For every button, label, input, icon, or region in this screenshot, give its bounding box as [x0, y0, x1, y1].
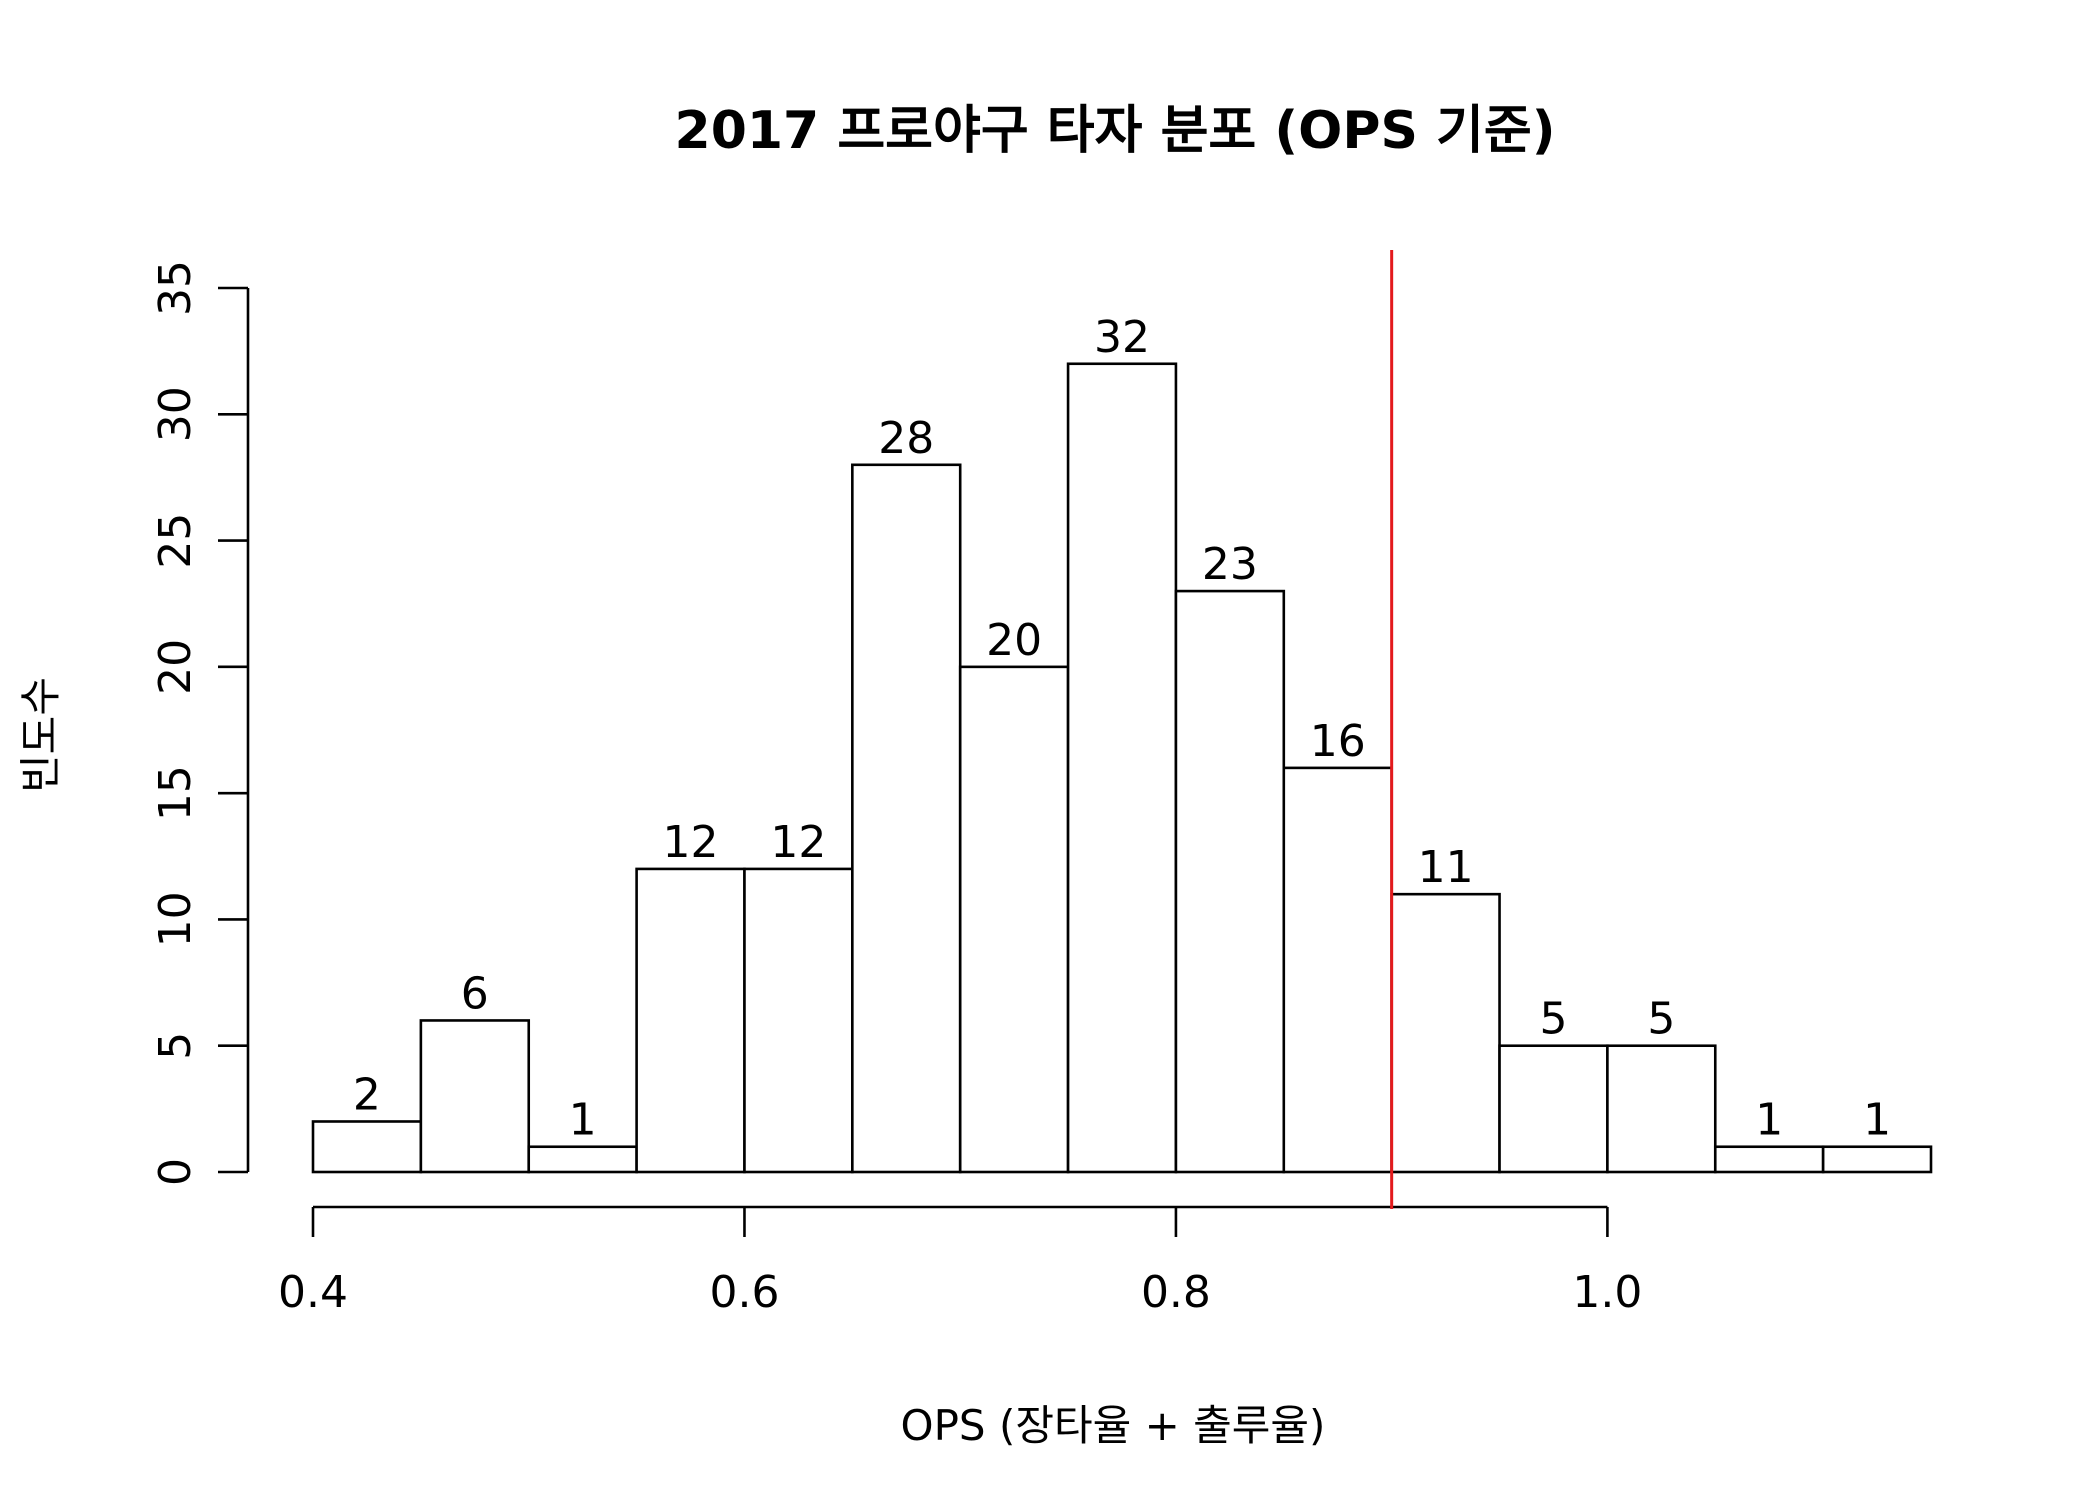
bar-value-label: 20 — [986, 615, 1042, 666]
histogram-bar — [419, 1019, 531, 1174]
histogram-bar — [1606, 1044, 1717, 1174]
x-axis: 0.4 0.6 0.8 1.0 — [278, 1205, 1642, 1318]
bar-value-label: 32 — [1094, 312, 1150, 363]
bar-value-label: 1 — [1755, 1095, 1783, 1146]
bar-value-label: 1 — [1863, 1095, 1891, 1146]
y-tick-label: 5 — [150, 1032, 201, 1060]
bar-value-label: 6 — [461, 968, 489, 1019]
histogram-bar — [1282, 766, 1393, 1174]
histogram-bar — [851, 463, 962, 1174]
y-tick-label: 0 — [150, 1158, 201, 1186]
bar-value-label: 16 — [1310, 716, 1366, 767]
bar-value-label: 1 — [569, 1095, 597, 1146]
bar-value-label: 12 — [770, 817, 826, 868]
x-tick-label: 0.4 — [278, 1267, 348, 1318]
bar-value-label: 5 — [1539, 994, 1567, 1045]
bar-value-label: 12 — [663, 817, 719, 868]
bar-value-label: 23 — [1202, 539, 1258, 590]
bar-value-label: 5 — [1647, 994, 1675, 1045]
histogram-bar — [743, 867, 854, 1174]
histogram-bar — [1174, 589, 1286, 1174]
y-tick-label: 20 — [150, 639, 201, 695]
histogram-bar — [1498, 1044, 1609, 1174]
histogram-bar — [311, 1120, 423, 1174]
y-tick-label: 25 — [150, 513, 201, 569]
histogram-bar — [527, 1145, 638, 1174]
y-tick-label: 30 — [150, 386, 201, 442]
bar-value-label: 28 — [878, 413, 934, 464]
x-tick-label: 1.0 — [1572, 1267, 1642, 1318]
x-tick-label: 0.6 — [709, 1267, 779, 1318]
y-axis: 0 5 10 15 20 25 30 35 — [150, 260, 250, 1186]
x-axis-title: OPS (장타율 + 출루율) — [901, 1401, 1326, 1450]
x-tick-label: 0.8 — [1141, 1267, 1211, 1318]
histogram-bar — [635, 867, 746, 1174]
bar-value-label: 11 — [1418, 842, 1474, 893]
y-tick-label: 10 — [150, 891, 201, 947]
bars-group — [311, 362, 1933, 1174]
y-axis-title: 빈도수 — [16, 677, 65, 793]
y-tick-label: 15 — [150, 765, 201, 821]
histogram-bar — [1066, 362, 1178, 1174]
y-tick-label: 35 — [150, 260, 201, 316]
histogram-bar — [1713, 1145, 1825, 1174]
bar-value-label: 2 — [353, 1069, 381, 1120]
histogram-bar — [958, 665, 1070, 1174]
histogram-bar — [1390, 892, 1501, 1174]
chart-title: 2017 프로야구 타자 분포 (OPS 기준) — [675, 101, 1556, 161]
histogram-bar — [1821, 1145, 1933, 1174]
